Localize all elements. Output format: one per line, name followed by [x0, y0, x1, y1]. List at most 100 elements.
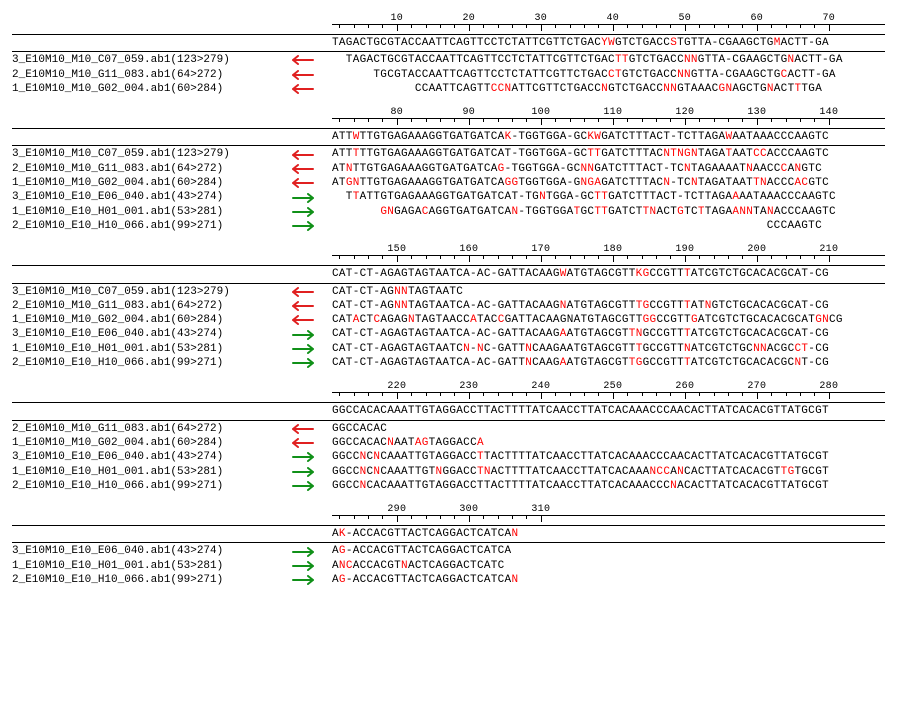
- ruler-numbers: 290300310: [332, 503, 885, 515]
- sequence-text: ATTTTTGTGAGAAAGGTGATGATCAT-TGGTGGA-GCTTG…: [332, 147, 885, 161]
- sequence-text: GGCCNCNCAAATTGTNGGACCTNACTTTTATCAACCTTAT…: [332, 465, 885, 479]
- alignment-view: 10203040506070TAGACTGCGTACCAATTCAGTTCCTC…: [12, 12, 885, 587]
- sequence-text: CCCAAGTC: [332, 219, 885, 233]
- read-direction: [292, 207, 332, 217]
- arrow-left-icon: [292, 150, 314, 160]
- read-direction: [292, 344, 332, 354]
- read-label: 2_E10M10_E10_H10_066.ab1(99>271): [12, 219, 292, 233]
- divider: [12, 145, 885, 146]
- ruler-ticks: [332, 255, 885, 264]
- read-row: 2_E10M10_M10_G11_083.ab1(64>272) CAT-CT-A…: [12, 299, 885, 313]
- alignment-block: 10203040506070TAGACTGCGTACCAATTCAGTTCCTC…: [12, 12, 885, 96]
- read-row: 2_E10M10_E10_H10_066.ab1(99>271)CAT-CT-A…: [12, 356, 885, 370]
- arrow-right-icon: [292, 344, 314, 354]
- ruler-numbers: 220230240250260270280: [332, 380, 885, 392]
- sequence-text: AK-ACCACGTTACTCAGGACTCATCAN: [332, 527, 885, 541]
- arrow-right-icon: [292, 452, 314, 462]
- consensus-row: TAGACTGCGTACCAATTCAGTTCCTCTATTCGTTCTGACY…: [12, 36, 885, 50]
- read-label: 1_E10M10_M10_G02_004.ab1(60>284): [12, 82, 292, 96]
- read-row: 1_E10M10_M10_G02_004.ab1(60>284)GGCCACAC…: [12, 436, 885, 450]
- read-direction: [292, 452, 332, 462]
- arrow-right-icon: [292, 561, 314, 571]
- divider: [12, 34, 885, 35]
- sequence-text: AG-ACCACGTTACTCAGGACTCATCA: [332, 544, 885, 558]
- sequence-text: GGCCACACNAATAGTAGGACCA: [332, 436, 885, 450]
- sequence-text: CAT-CT-AGNNTAGTAATCA-AC-GATTACAAGNATGTAG…: [332, 299, 885, 313]
- arrow-left-icon: [292, 84, 314, 94]
- consensus-row: ATTWTTGTGAGAAAGGTGATGATCAK-TGGTGGA-GCKWG…: [12, 130, 885, 144]
- arrow-left-icon: [292, 178, 314, 188]
- arrow-left-icon: [292, 301, 314, 311]
- divider: [12, 525, 885, 526]
- read-row: 2_E10M10_M10_G11_083.ab1(64>272)GGCCACAC: [12, 422, 885, 436]
- sequence-text: TGCGTACCAATTCAGTTCCTCTATTCGTTCTGACCTGTCT…: [332, 68, 885, 82]
- sequence-text: CAT-CT-AGAGTAGTAATCA-AC-GATTACAAGWATGTAG…: [332, 267, 885, 281]
- sequence-text: ATTWTTGTGAGAAAGGTGATGATCAK-TGGTGGA-GCKWG…: [332, 130, 885, 144]
- read-row: 1_E10M10_E10_H01_001.ab1(53>281) GGCCNCNC…: [12, 465, 885, 479]
- alignment-block: 8090100110120130140 ATTWTTGTGAGAAAGGTGATG…: [12, 106, 885, 233]
- sequence-text: CAT-CT-AGAGTAGTAATCN-NC-GATTNCAAGAATGTAG…: [332, 342, 885, 356]
- divider: [12, 420, 885, 421]
- arrow-right-icon: [292, 547, 314, 557]
- read-row: 3_E10M10_M10_C07_059.ab1(123>279) ATTTTTG…: [12, 147, 885, 161]
- sequence-text: CCAATTCAGTTCCNATTCGTTCTGACCNGTCTGACCNNGT…: [332, 82, 885, 96]
- arrow-right-icon: [292, 575, 314, 585]
- divider: [12, 542, 885, 543]
- read-label: 2_E10M10_E10_H10_066.ab1(99>271): [12, 356, 292, 370]
- consensus-row: CAT-CT-AGAGTAGTAATCA-AC-GATTACAAGWATGTAG…: [12, 267, 885, 281]
- sequence-text: ATNTTGTGAGAAAGGTGATGATCAG-TGGTGGA-GCNNGA…: [332, 162, 885, 176]
- read-direction: [292, 193, 332, 203]
- read-label: 1_E10M10_M10_G02_004.ab1(60>284): [12, 313, 292, 327]
- sequence-text: CAT-CT-AGNNTAGTAATC: [332, 285, 885, 299]
- alignment-block: 220230240250260270280 GGCCACACAAATTGTAGGA…: [12, 380, 885, 493]
- sequence-text: ANCACCACGTNACTCAGGACTCATC: [332, 559, 885, 573]
- read-direction: [292, 84, 332, 94]
- read-row: 3_E10M10_E10_E06_040.ab1(43>274) TTATTGT…: [12, 190, 885, 204]
- arrow-right-icon: [292, 207, 314, 217]
- ruler-numbers: 8090100110120130140: [332, 106, 885, 118]
- read-row: 3_E10M10_E10_E06_040.ab1(43>274)CAT-CT-A…: [12, 327, 885, 341]
- read-row: 3_E10M10_M10_C07_059.ab1(123>279) TAGACT…: [12, 53, 885, 67]
- read-row: 2_E10M10_M10_G11_083.ab1(64>272)ATNTTGTG…: [12, 162, 885, 176]
- arrow-left-icon: [292, 424, 314, 434]
- arrow-left-icon: [292, 438, 314, 448]
- read-direction: [292, 164, 332, 174]
- read-label: 3_E10M10_M10_C07_059.ab1(123>279): [12, 147, 292, 161]
- read-label: 2_E10M10_E10_H10_066.ab1(99>271): [12, 573, 292, 587]
- read-label: 1_E10M10_E10_H01_001.ab1(53>281): [12, 465, 292, 479]
- read-label: 1_E10M10_E10_H01_001.ab1(53>281): [12, 342, 292, 356]
- sequence-text: TAGACTGCGTACCAATTCAGTTCCTCTATTCGTTCTGACY…: [332, 36, 885, 50]
- read-direction: [292, 438, 332, 448]
- divider: [12, 128, 885, 129]
- read-label: 2_E10M10_M10_G11_083.ab1(64>272): [12, 299, 292, 313]
- consensus-row: GGCCACACAAATTGTAGGACCTTACTTTTATCAACCTTAT…: [12, 404, 885, 418]
- ruler-ticks: [332, 24, 885, 33]
- read-row: 2_E10M10_E10_H10_066.ab1(99>271)AG-ACCAC…: [12, 573, 885, 587]
- read-row: 2_E10M10_E10_H10_066.ab1(99>271)GGCCNCAC…: [12, 479, 885, 493]
- read-direction: [292, 287, 332, 297]
- read-direction: [292, 301, 332, 311]
- read-direction: [292, 221, 332, 231]
- read-direction: [292, 561, 332, 571]
- arrow-right-icon: [292, 193, 314, 203]
- sequence-text: CATACTCAGAGNTAGTAACCATACCGATTACAAGNATGTA…: [332, 313, 885, 327]
- sequence-text: ATGNTTGTGAGAAAGGTGATGATCAGGTGGTGGA-GNGAG…: [332, 176, 885, 190]
- read-label: 2_E10M10_M10_G11_083.ab1(64>272): [12, 422, 292, 436]
- arrow-left-icon: [292, 70, 314, 80]
- read-direction: [292, 178, 332, 188]
- read-direction: [292, 575, 332, 585]
- ruler-numbers: 150160170180190200210: [332, 243, 885, 255]
- sequence-text: GNGAGACAGGTGATGATCAN-TGGTGGATGCTTGATCTTN…: [332, 205, 885, 219]
- arrow-left-icon: [292, 287, 314, 297]
- read-direction: [292, 330, 332, 340]
- read-row: 1_E10M10_M10_G02_004.ab1(60>284) CATACTCA…: [12, 313, 885, 327]
- sequence-text: CAT-CT-AGAGTAGTAATCA-AC-GATTACAAGAATGTAG…: [332, 327, 885, 341]
- read-direction: [292, 467, 332, 477]
- arrow-right-icon: [292, 358, 314, 368]
- sequence-text: TTATTGTGAGAAAGGTGATGATCAT-TGNTGGA-GCTTGA…: [332, 190, 885, 204]
- sequence-text: GGCCNCNCAAATTGTAGGACCTTACTTTTATCAACCTTAT…: [332, 450, 885, 464]
- arrow-left-icon: [292, 315, 314, 325]
- read-row: 3_E10M10_E10_E06_040.ab1(43>274)AG-ACCAC…: [12, 544, 885, 558]
- read-direction: [292, 70, 332, 80]
- arrow-right-icon: [292, 330, 314, 340]
